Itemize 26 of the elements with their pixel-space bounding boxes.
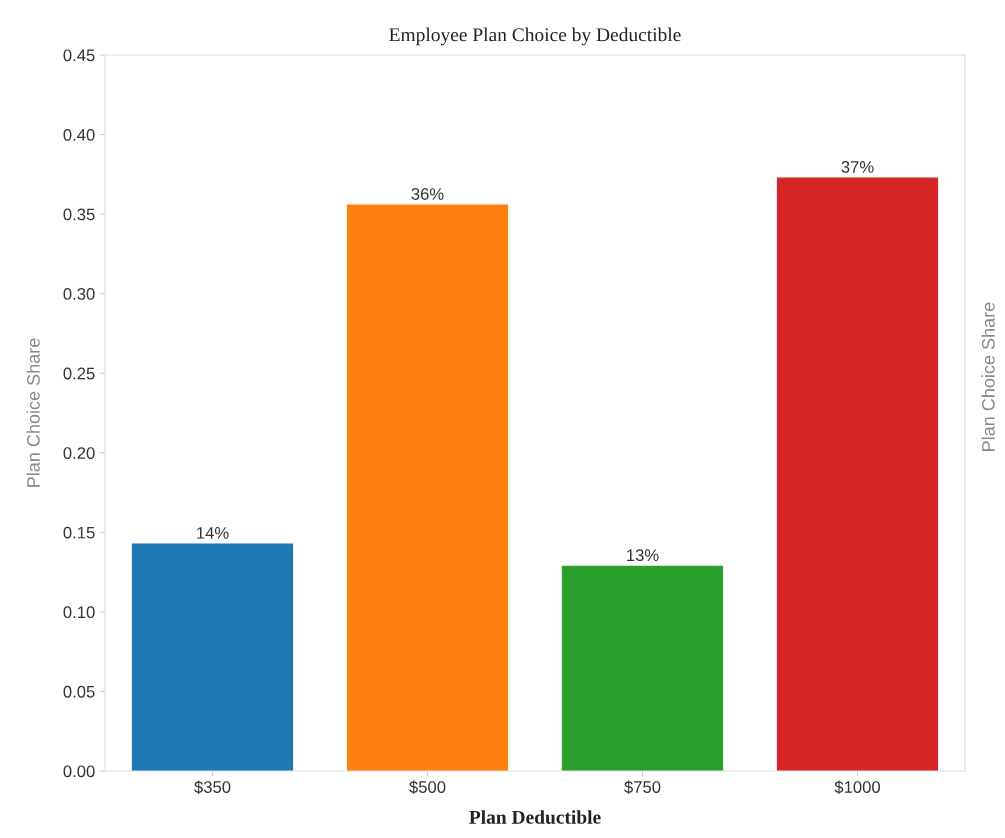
y-tick-label: 0.40 — [63, 128, 95, 141]
x-tick-label: $750 — [624, 780, 661, 794]
data-label: 14% — [197, 527, 229, 539]
text: Plan Choice Share — [981, 302, 995, 451]
y-tick-label: 0.05 — [63, 685, 95, 698]
bar — [776, 177, 939, 771]
x-tick-label: $1000 — [834, 780, 881, 794]
data-label: 37% — [841, 161, 874, 173]
y-axis-title: Plan Choice Share — [26, 338, 40, 487]
y-tick-label: 0.25 — [63, 367, 95, 380]
y-tick-label: 0.35 — [63, 208, 95, 221]
x-tick-label: $500 — [409, 780, 446, 794]
x-axis-title: Plan Deductible — [469, 810, 601, 824]
y-tick-label: 0.00 — [63, 765, 95, 778]
y-tick-label: 0.30 — [63, 288, 95, 300]
data-label: 13% — [627, 549, 659, 562]
y-tick-label: 0.45 — [63, 49, 95, 62]
bar — [561, 565, 724, 771]
bar — [131, 543, 294, 771]
data-label: 36% — [411, 188, 444, 200]
y-tick-label: 0.15 — [63, 526, 95, 539]
y-tick-label: 0.20 — [63, 447, 95, 459]
y-tick-label: 0.10 — [63, 606, 95, 619]
chart-title: Employee Plan Choice by Deductible — [389, 27, 681, 46]
bar — [346, 204, 509, 771]
x-tick-label: $350 — [194, 780, 231, 794]
